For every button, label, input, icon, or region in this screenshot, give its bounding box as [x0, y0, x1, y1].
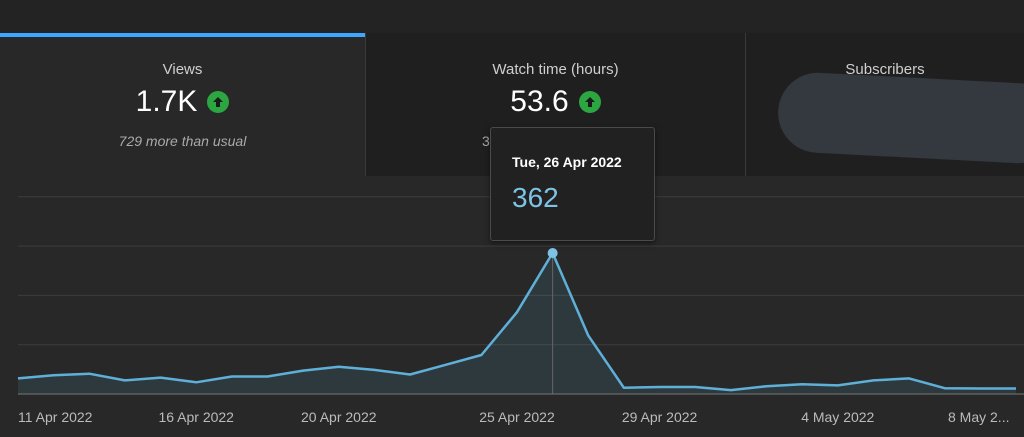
highlighted-point — [547, 248, 558, 258]
tab-label: Subscribers — [845, 61, 925, 78]
tab-subtext: 729 more than usual — [118, 133, 247, 149]
x-tick-label: 11 Apr 2022 — [18, 409, 93, 425]
tab-views[interactable]: Views 1.7K 729 more than usual — [0, 33, 366, 176]
chart-grid — [18, 196, 1024, 346]
x-tick-label: 25 Apr 2022 — [479, 409, 555, 425]
arrow-up-icon — [207, 91, 230, 113]
x-tick-label: 4 May 2022 — [801, 409, 874, 425]
tab-label: Views — [162, 61, 203, 78]
series-line — [17, 251, 1016, 392]
chart-area-fill — [18, 253, 1016, 394]
x-tick-label: 16 Apr 2022 — [158, 409, 234, 425]
x-tick-label: 8 May 2... — [948, 409, 1009, 425]
x-tick-label: 20 Apr 2022 — [301, 409, 377, 425]
tab-subtext: 3 — [482, 133, 490, 149]
tooltip-value: 362 — [512, 182, 559, 213]
x-ticks: 11 Apr 2022 16 Apr 2022 20 Apr 2022 25 Apr … — [18, 409, 1009, 425]
tab-value: 53.6 — [510, 85, 569, 118]
active-tab-indicator — [0, 33, 365, 37]
tooltip-date: Tue, 26 Apr 2022 — [512, 154, 622, 170]
arrow-up-icon — [578, 91, 601, 113]
chart-points — [547, 248, 558, 258]
x-tick-label: 29 Apr 2022 — [622, 409, 698, 425]
tab-value: 1.7K — [135, 85, 198, 118]
chart-tooltip: Tue, 26 Apr 2022 362 — [490, 127, 655, 241]
tab-label: Watch time (hours) — [492, 61, 619, 78]
